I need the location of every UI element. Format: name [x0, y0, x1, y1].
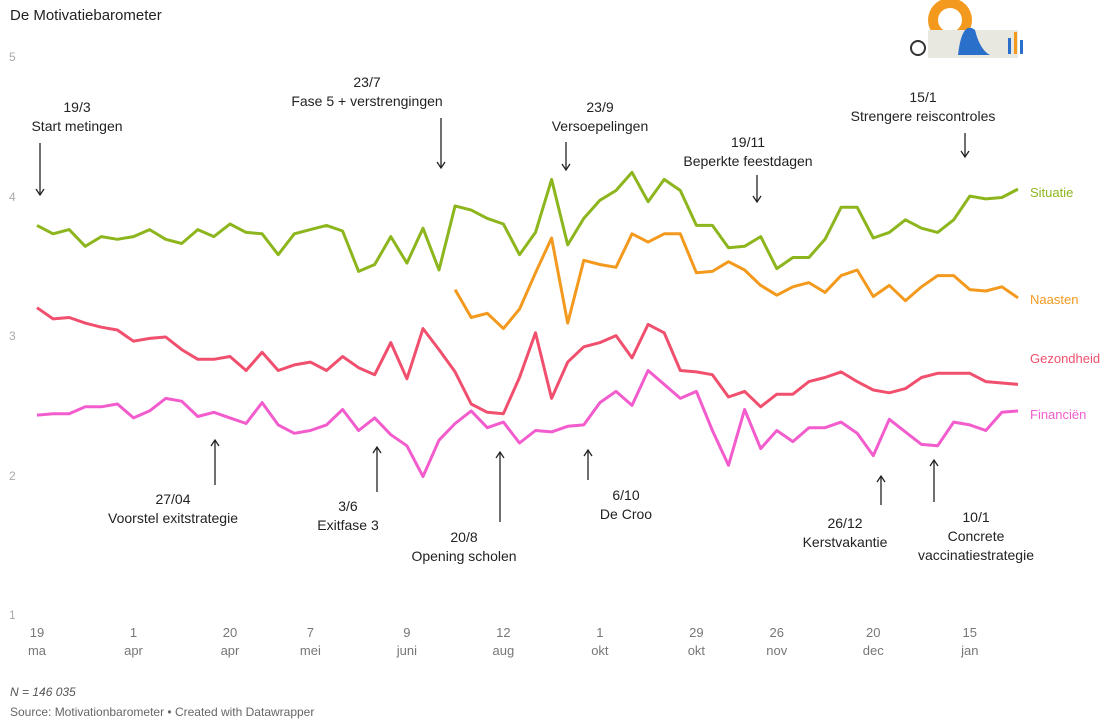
series-line [36, 170, 1019, 273]
annotation: 20/8 Opening scholen [411, 529, 517, 564]
annotation: 19/3 Start metingen [31, 99, 123, 134]
logo [910, 0, 1023, 58]
arrow-head [436, 161, 446, 170]
x-tick-label: 15 jan [961, 625, 979, 658]
chart-title: De Motivatiebarometer [10, 7, 162, 24]
x-tick-label: 1 apr [124, 625, 143, 658]
source: Source: Motivationbarometer • Created wi… [10, 705, 315, 719]
arrow-head [583, 448, 593, 457]
series-label: Financiën [1030, 407, 1087, 422]
y-tick-label: 1 [9, 608, 16, 622]
series-line [36, 306, 1019, 416]
arrow-head [35, 188, 45, 197]
annotation: 3/6 Exitfase 3 [317, 498, 379, 533]
y-tick-label: 4 [9, 189, 16, 204]
annotation: 23/9 Versoepelingen [551, 99, 649, 134]
annotation: 6/10 De Croo [599, 487, 653, 522]
arrow-head [495, 450, 505, 459]
arrow-head [752, 195, 762, 204]
x-tick-label: 29 okt [687, 625, 706, 658]
annotation: 23/7 Fase 5 + verstrengingen [291, 74, 443, 109]
series-line [36, 369, 1019, 478]
arrow-head [929, 458, 939, 467]
series-label: Situatie [1030, 185, 1074, 200]
y-tick-label: 2 [9, 468, 16, 483]
x-tick-label: 7 mei [299, 625, 321, 658]
annotation: 26/12 Kerstvakantie [802, 515, 888, 550]
arrow-head [876, 474, 886, 483]
note: N = 146 035 [10, 685, 76, 699]
x-tick-label: 20 apr [220, 625, 240, 658]
x-tick-label: 19 ma [27, 625, 47, 658]
annotation: 10/1 Concrete vaccinatiestrategie [918, 509, 1034, 563]
x-tick-label: 20 dec [862, 625, 884, 658]
x-tick-label: 9 juni [396, 625, 417, 658]
annotation: 27/04 Voorstel exitstrategie [108, 491, 238, 526]
arrow-head [210, 438, 220, 447]
x-tick-label: 26 nov [766, 625, 788, 658]
arrow-head [960, 150, 970, 159]
arrow-head [561, 163, 571, 172]
series-label: Gezondheid [1030, 351, 1101, 366]
annotation: 15/1 Strengere reiscontroles [850, 89, 996, 124]
y-tick-label: 5 [9, 50, 16, 64]
arrow-head [372, 445, 382, 454]
annotation: 19/11 Beperkte feestdagen [683, 134, 813, 169]
series-line [453, 232, 1019, 331]
x-tick-label: 12 aug [492, 625, 515, 658]
x-tick-label: 1 okt [591, 625, 609, 658]
y-tick-label: 3 [9, 329, 16, 343]
series-label: Naasten [1030, 292, 1079, 307]
